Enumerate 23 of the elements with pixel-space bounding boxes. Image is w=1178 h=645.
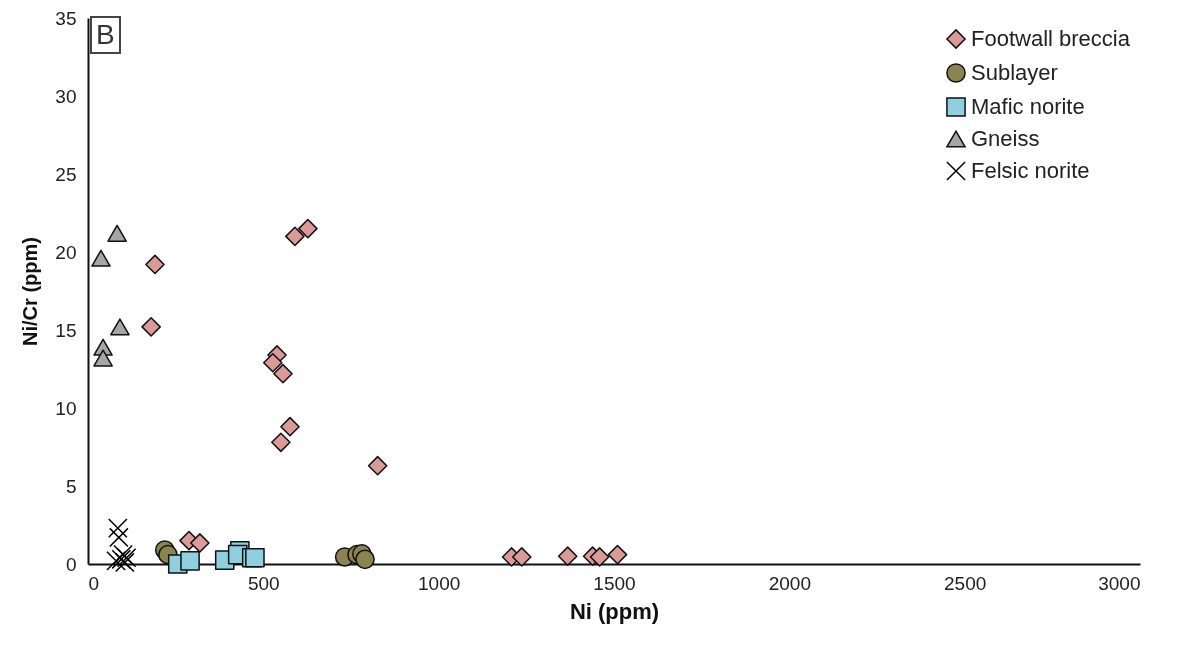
x-tick-label: 500	[247, 572, 280, 594]
x-tick-label: 1000	[418, 572, 461, 594]
y-tick-label: 15	[55, 319, 77, 341]
legend-label: Mafic norite	[971, 94, 1085, 119]
y-tick-label: 0	[65, 553, 77, 575]
y-tick-label: 35	[55, 7, 77, 29]
x-tick-label: 2500	[944, 572, 987, 594]
y-tick-label: 5	[65, 475, 77, 497]
x-tick-label: 3000	[1098, 572, 1141, 594]
y-tick-label: 10	[55, 397, 77, 419]
x-tick-label: 0	[88, 572, 100, 594]
y-axis-title: Ni/Cr (ppm)	[19, 237, 42, 346]
x-tick-label: 1500	[593, 572, 636, 594]
x-axis-title: Ni (ppm)	[569, 598, 660, 624]
legend-label: Gneiss	[971, 126, 1040, 151]
legend-label: Sublayer	[971, 60, 1058, 85]
y-tick-label: 25	[55, 163, 77, 185]
x-tick-label: 2000	[768, 572, 811, 594]
legend-label: Footwall breccia	[971, 26, 1131, 51]
y-tick-label: 30	[55, 85, 77, 107]
y-tick-label: 20	[55, 241, 77, 263]
legend-label: Felsic norite	[971, 158, 1090, 183]
annotation: B	[90, 16, 121, 54]
